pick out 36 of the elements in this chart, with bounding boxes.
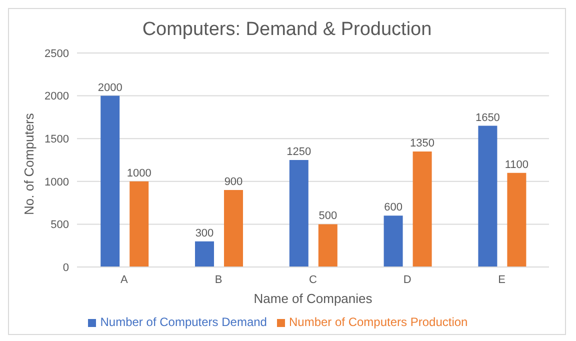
data-label: 2000 xyxy=(98,82,122,94)
data-label: 1100 xyxy=(504,158,529,171)
data-label: 1250 xyxy=(286,146,312,158)
bar xyxy=(478,126,498,267)
data-label: 1650 xyxy=(475,112,500,124)
bar xyxy=(384,216,403,267)
data-label: 1350 xyxy=(410,137,435,150)
y-tick-label: 0 xyxy=(62,262,69,274)
x-tick-label: B xyxy=(214,274,222,286)
bar xyxy=(412,151,432,267)
y-tick-label: 2500 xyxy=(44,48,69,60)
y-tick-label: 500 xyxy=(50,219,69,232)
x-tick-label: A xyxy=(120,274,129,286)
y-axis-title: No. of Computers xyxy=(22,112,37,215)
bar xyxy=(130,181,149,267)
data-label: 500 xyxy=(318,210,338,222)
chart-title: Computers: Demand & Production xyxy=(141,18,433,42)
y-tick-label: 1500 xyxy=(44,134,69,146)
data-label: 600 xyxy=(384,202,402,214)
y-tick-label: 2000 xyxy=(44,90,69,103)
bar xyxy=(289,160,308,267)
legend-label: Number of Computers Production xyxy=(288,315,468,329)
bar xyxy=(100,96,120,267)
bar xyxy=(507,172,526,267)
bar xyxy=(224,190,243,267)
data-label: 900 xyxy=(224,176,243,188)
x-tick-label: E xyxy=(498,274,506,286)
bar xyxy=(195,241,214,267)
x-tick-label: C xyxy=(309,274,318,286)
x-axis-title: Name of Companies xyxy=(254,291,373,306)
data-label: 1000 xyxy=(126,167,152,180)
bar xyxy=(318,224,338,267)
data-label: 300 xyxy=(195,227,214,240)
x-tick-label: D xyxy=(403,274,412,286)
y-tick-label: 1000 xyxy=(44,176,69,188)
legend-label: Number of Computers Demand xyxy=(100,315,267,329)
